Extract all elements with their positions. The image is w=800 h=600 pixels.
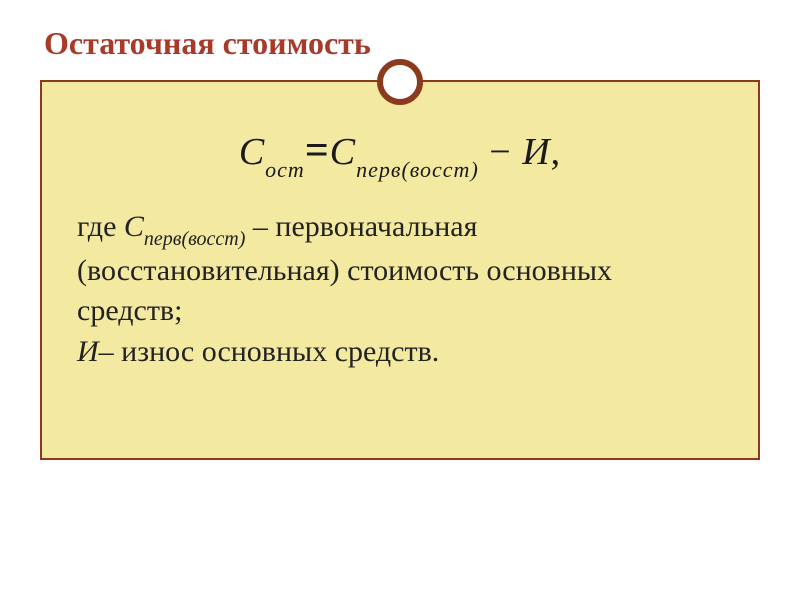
circle-ornament-icon	[377, 59, 423, 105]
desc-sym2-var: И	[77, 335, 99, 368]
formula-rhs2-var: И	[522, 131, 550, 173]
desc-sym1-sub: перв(восст)	[144, 228, 246, 250]
formula-lhs-var: С	[239, 131, 265, 173]
desc-where: где	[77, 210, 124, 243]
desc-sym1-var: С	[124, 210, 144, 243]
formula-lhs-sub: ост	[265, 157, 305, 182]
content-panel: Сост=Сперв(восст) − И, где Сперв(восст) …	[40, 80, 760, 460]
formula-eq: =	[305, 128, 330, 174]
formula-rhs1-var: С	[330, 131, 356, 173]
slide-title: Остаточная стоимость	[44, 25, 760, 62]
formula-comma: ,	[551, 131, 562, 173]
formula: Сост=Сперв(восст) − И,	[77, 127, 723, 179]
desc-def2: – износ основных средств.	[99, 335, 440, 368]
description: где Сперв(восст) – первоначальная (восст…	[77, 207, 723, 373]
formula-minus: −	[479, 131, 522, 173]
slide: Остаточная стоимость Сост=Сперв(восст) −…	[0, 0, 800, 600]
formula-rhs1-sub: перв(восст)	[356, 157, 479, 182]
